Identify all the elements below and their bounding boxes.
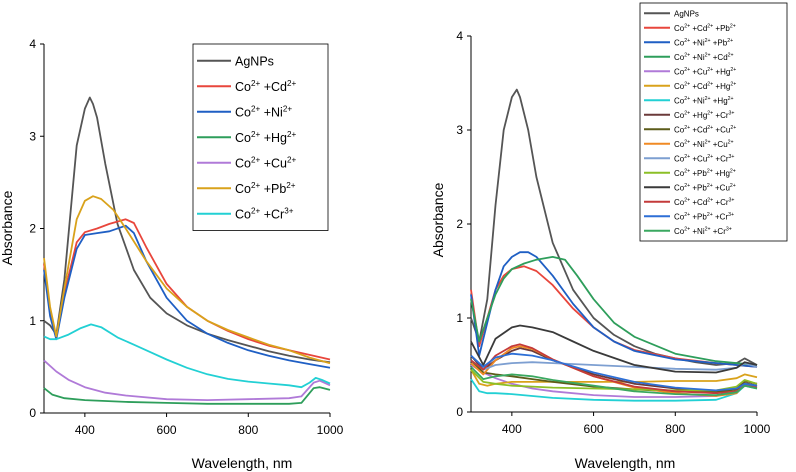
legend-entry: Co2+ +Cd2+: [235, 79, 297, 94]
x-tick-label-right: 1000: [744, 422, 771, 436]
x-axis-label-left: Wavelength, nm: [192, 455, 293, 471]
x-tick-label-right: 800: [665, 422, 685, 436]
legend-entry: Co2+ +Cu2+ +Cr3+: [674, 154, 734, 163]
series-line-right-12: [470, 324, 758, 374]
y-tick-label-right: 3: [456, 123, 463, 137]
legend-entry: Co2+ +Ni2+: [235, 105, 292, 120]
x-tick-label-right: 400: [502, 422, 522, 436]
legend-entry: Co2+ +Pb2+ +Cu2+: [674, 183, 736, 192]
series-line-right-13: [470, 343, 758, 395]
legend-entry: AgNPs: [235, 55, 274, 69]
series-line-right-11: [470, 369, 758, 392]
legend-entry: AgNPs: [674, 9, 699, 18]
left-chart: 400 600 800 1000 0 1 2 3 4 Wavelength, nm Absorb…: [0, 37, 344, 471]
x-tick-label-left: 400: [75, 423, 95, 437]
series-line-right-3: [470, 255, 758, 366]
legend-entry: Co2+ +Cd2+ +Cr3+: [674, 198, 734, 207]
legend-entry: Co2+ +Ni2+ +Cd2+: [674, 53, 734, 62]
series-line-right-1: [470, 265, 758, 368]
legend-entry: Co2+ +Ni2+ +Pb2+: [674, 38, 733, 47]
y-tick-label-right: 0: [456, 405, 463, 419]
legend-entry: Co2+ +Ni2+ +Cr3+: [674, 227, 732, 236]
y-tick-label-right: 1: [456, 311, 463, 325]
x-tick-label-left: 800: [238, 423, 258, 437]
x-tick-label-right: 600: [584, 422, 604, 436]
y-tick-label-left: 0: [29, 406, 36, 420]
legend-entry: Co2+ +Pb2+ +Hg2+: [674, 169, 736, 178]
series-line-left-2: [43, 224, 331, 369]
y-axis-label-left: Absorbance: [0, 190, 15, 265]
series-line-left-4: [43, 359, 331, 402]
y-tick-label-left: 2: [29, 222, 36, 236]
legend-entry: Co2+ +Ni2+ +Hg2+: [674, 96, 734, 105]
series-line-left-3: [43, 386, 331, 405]
legend-entry: Co2+ +Cr3+: [235, 207, 294, 222]
y-tick-label-left: 4: [29, 37, 36, 51]
right-chart: 400 600 800 1000 0 1 2 3 4 Wavelength, nm Absorb…: [430, 2, 788, 471]
legend-entry: Co2+ +Cu2+: [235, 156, 297, 171]
y-tick-label-right: 2: [456, 217, 463, 231]
series-line-right-5: [470, 369, 758, 387]
legend-entry: Co2+ +Cd2+ +Hg2+: [674, 82, 736, 91]
y-tick-label-left: 1: [29, 314, 36, 328]
series-line-left-5: [43, 195, 331, 365]
legend-entry: Co2+ +Cd2+ +Pb2+: [674, 24, 736, 33]
x-tick-label-left: 600: [157, 423, 177, 437]
series-line-left-1: [43, 218, 331, 361]
y-tick-label-right: 4: [456, 29, 463, 43]
x-tick-label-left: 1000: [317, 423, 344, 437]
legend-entry: Co2+ +Cu2+ +Hg2+: [674, 67, 736, 76]
series-line-right-15: [470, 366, 758, 397]
x-axis-label-right: Wavelength, nm: [575, 455, 676, 471]
legend-entry: Co2+ +Pb2+ +Cr3+: [674, 212, 734, 221]
legend-entry: Co2+ +Hg2+ +Cr3+: [674, 111, 734, 120]
legend-entry: Co2+ +Pb2+: [235, 181, 296, 196]
y-axis-label-right: Absorbance: [430, 182, 446, 257]
legend-entry: Co2+ +Cd2+ +Cu2+: [674, 125, 736, 134]
legend-entry: Co2+ +Ni2+ +Cu2+: [674, 140, 734, 149]
y-tick-label-left: 3: [29, 129, 36, 143]
legend-entry: Co2+ +Hg2+: [235, 130, 297, 145]
series-line-right-0: [470, 88, 758, 366]
series-line-right-14: [470, 352, 758, 392]
series-line-left-6: [43, 323, 331, 389]
series-line-left-0: [43, 96, 331, 364]
